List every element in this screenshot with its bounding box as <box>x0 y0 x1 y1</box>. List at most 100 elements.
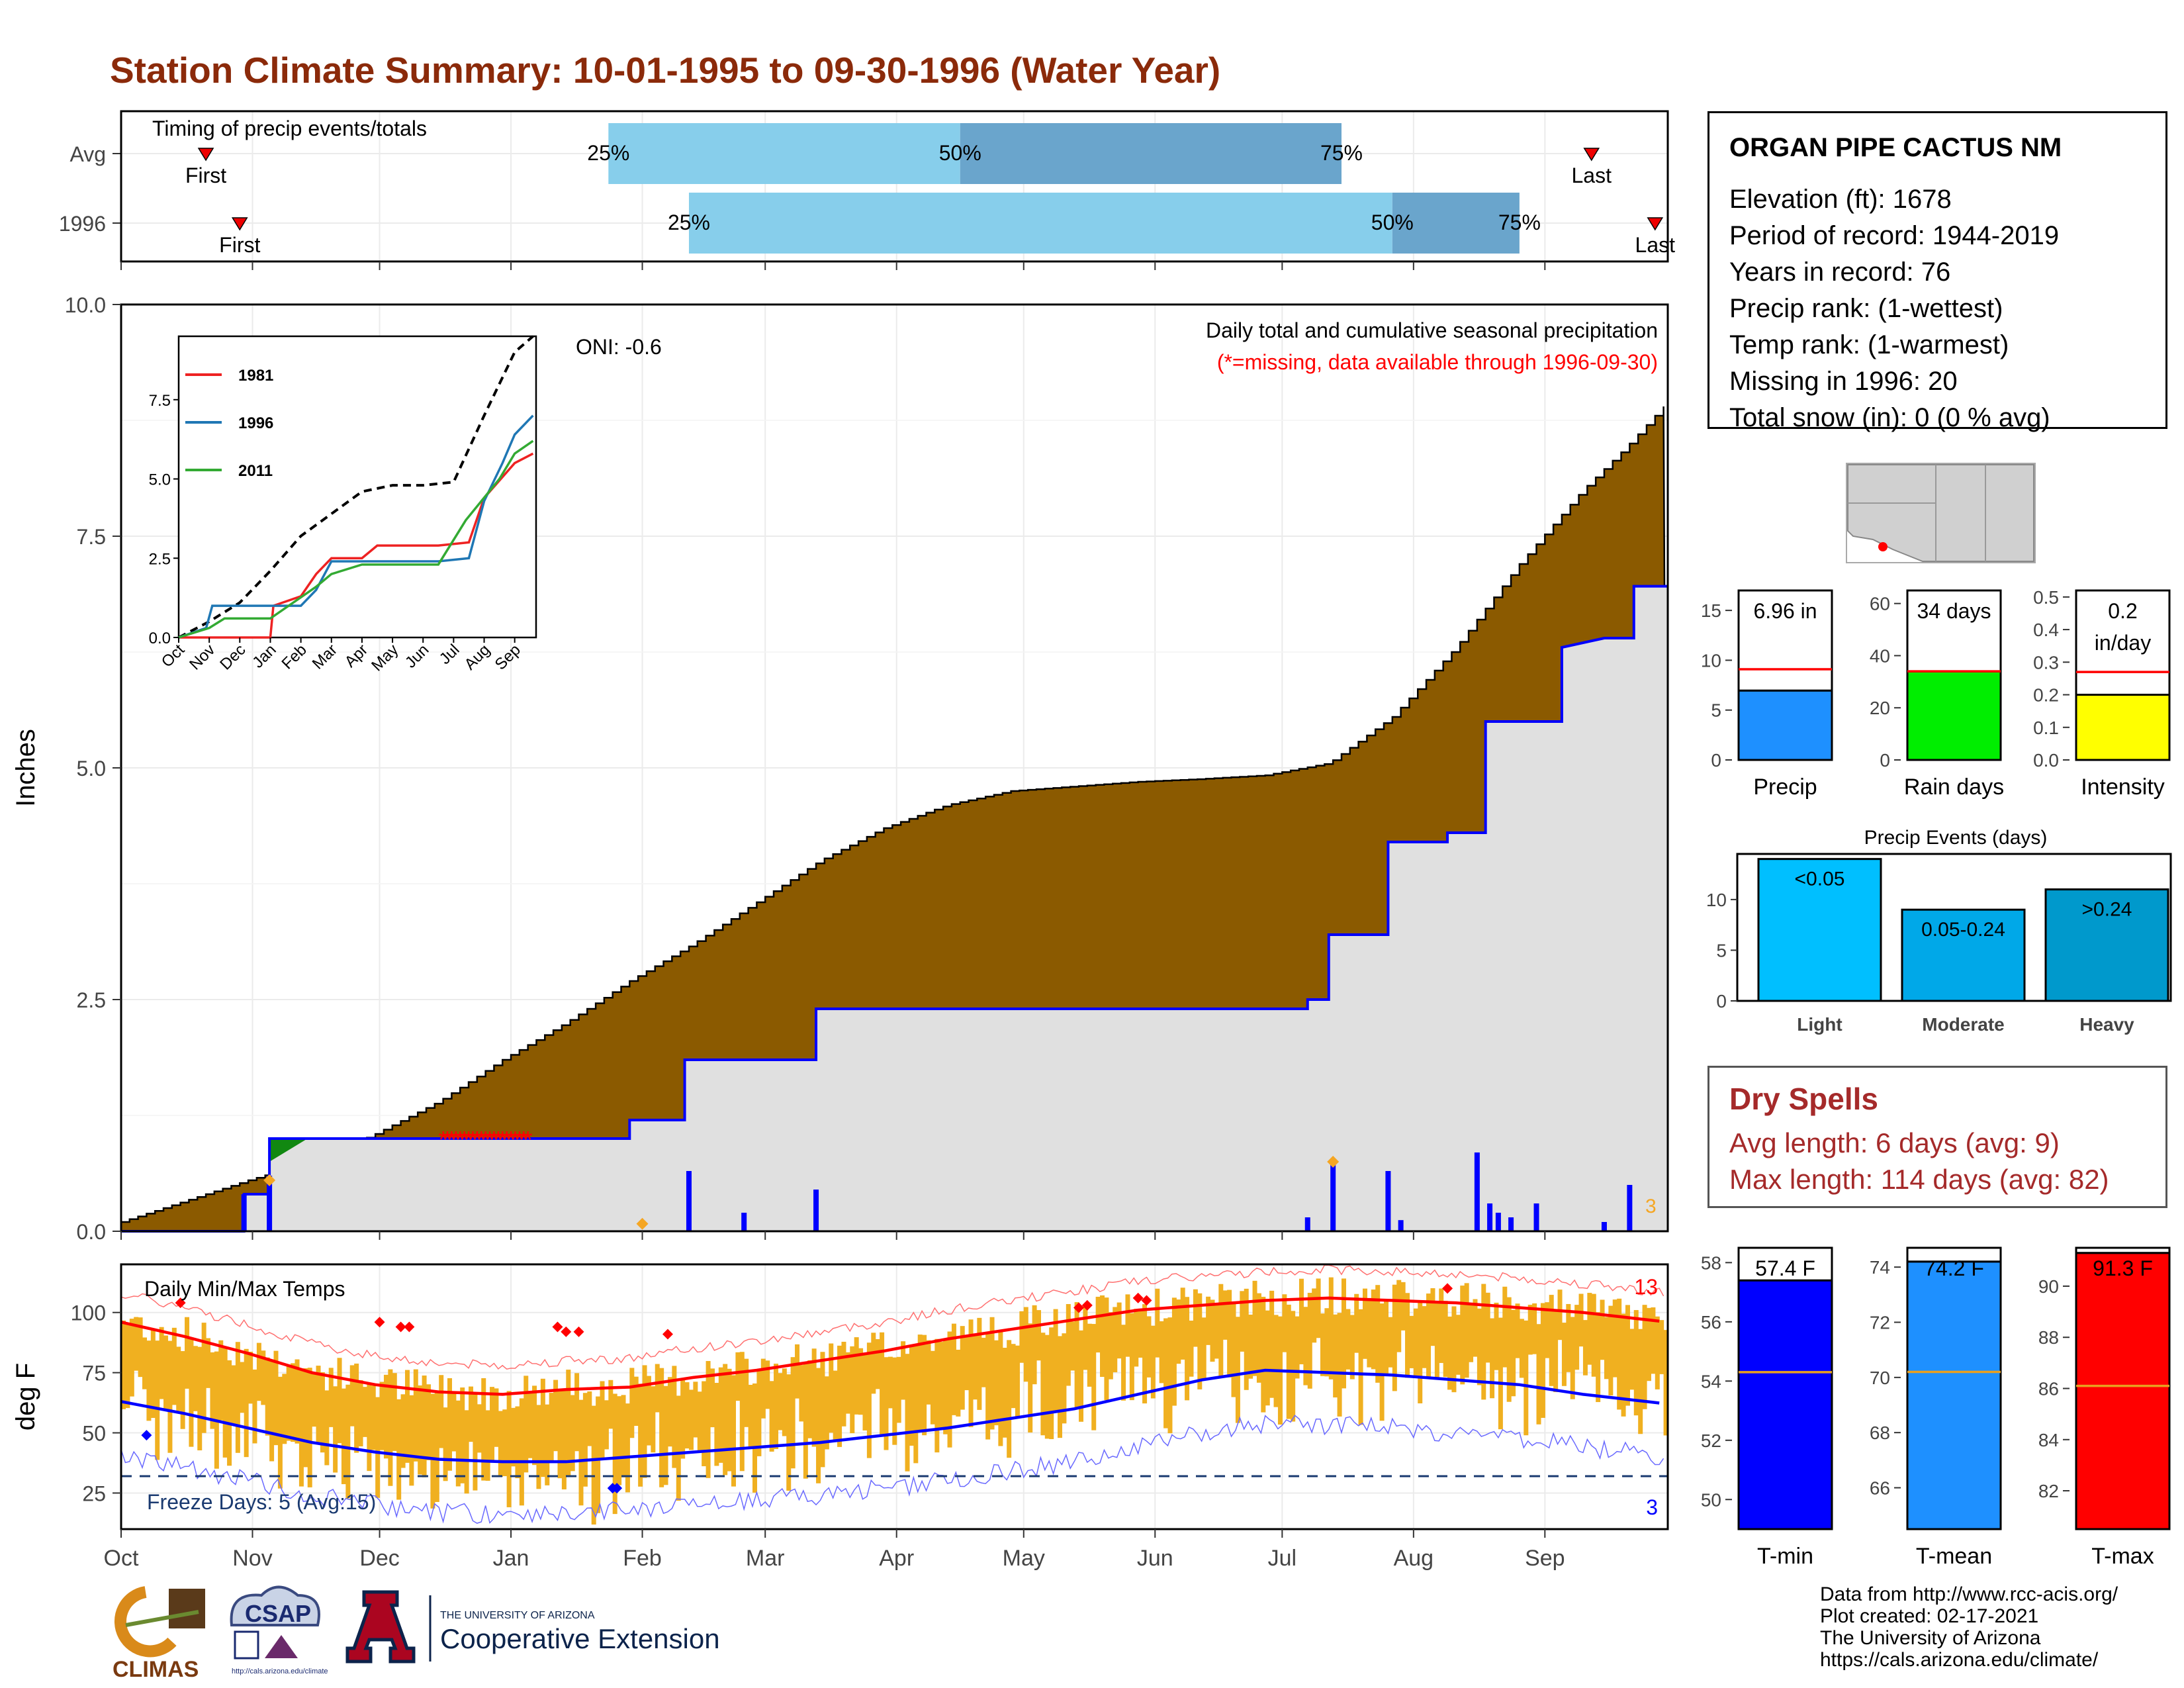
summary-axis-label: T-min <box>1757 1544 1813 1569</box>
daily-temp-bar <box>1066 1303 1071 1386</box>
precip-header-label: Daily total and cumulative seasonal prec… <box>1206 318 1658 342</box>
daily-temp-bar <box>909 1345 914 1446</box>
daily-temp-bar <box>1261 1297 1266 1413</box>
daily-temp-bar <box>596 1396 601 1513</box>
daily-temp-bar <box>307 1368 312 1487</box>
ua-small-text: THE UNIVERSITY OF ARIZONA <box>440 1610 595 1621</box>
missing-day-marker: * <box>468 1126 477 1153</box>
record-high-count: 13 <box>1634 1275 1658 1299</box>
summary-bar-intensity <box>2075 694 2171 761</box>
temp-y-axis-label: deg F <box>11 1363 40 1430</box>
month-tick-label: Dec <box>359 1546 399 1571</box>
daily-temp-bar <box>1430 1288 1435 1346</box>
daily-temp-bar <box>532 1385 537 1466</box>
daily-temp-bar <box>782 1368 787 1436</box>
daily-temp-bar <box>277 1376 283 1489</box>
daily-temp-bar <box>778 1373 783 1430</box>
timing-p50-label: 50% <box>939 141 981 165</box>
daily-temp-bar <box>760 1358 766 1419</box>
daily-temp-bar <box>1058 1336 1063 1438</box>
daily-temp-bar <box>1036 1310 1041 1361</box>
daily-temp-bar <box>447 1378 453 1471</box>
daily-temp-bar <box>269 1360 275 1462</box>
daily-temp-bar <box>1240 1291 1245 1352</box>
daily-temp-bar <box>1044 1335 1050 1439</box>
record-high-marker <box>1141 1295 1152 1306</box>
daily-temp-bar <box>1337 1313 1342 1417</box>
daily-temp-bar <box>697 1391 702 1452</box>
daily-precip-bar <box>1533 1203 1539 1231</box>
daily-temp-bar <box>774 1364 779 1450</box>
daily-temp-bar <box>638 1383 643 1487</box>
daily-temp-bar <box>383 1374 388 1459</box>
summary-y-tick-label: 0.2 <box>2033 685 2059 706</box>
daily-temp-bar <box>672 1366 677 1468</box>
daily-temp-bar <box>1185 1297 1190 1401</box>
summary-bar-precip <box>1737 689 1833 761</box>
missing-day-marker: * <box>506 1126 516 1153</box>
summary-axis-label: Intensity <box>2081 774 2165 800</box>
summary-y-tick-label: 72 <box>1870 1313 1890 1333</box>
daily-temp-bar <box>1053 1309 1058 1411</box>
daily-temp-bar <box>1007 1340 1012 1458</box>
csap-logo: CSAP http://cals.arizona.edu/climate <box>230 1585 328 1675</box>
events-category-label: Moderate <box>1922 1014 2004 1035</box>
missing-day-marker: * <box>510 1126 520 1153</box>
daily-temp-bar <box>392 1373 397 1451</box>
daily-temp-bar <box>1519 1319 1524 1378</box>
daily-temp-bar <box>587 1391 592 1446</box>
daily-temp-bar <box>349 1365 355 1427</box>
daily-temp-bar <box>553 1380 559 1452</box>
daily-temp-bar <box>625 1403 630 1493</box>
daily-temp-bar <box>1333 1314 1338 1398</box>
daily-temp-bar <box>1354 1293 1359 1353</box>
daily-temp-bar <box>1574 1305 1580 1370</box>
daily-temp-bar <box>1091 1324 1097 1430</box>
daily-temp-bar <box>1167 1317 1173 1434</box>
daily-temp-bar <box>629 1368 635 1438</box>
daily-temp-bar <box>1079 1330 1084 1422</box>
daily-temp-bar <box>790 1357 796 1469</box>
location-map-land <box>1847 464 2034 562</box>
daily-temp-bar <box>1363 1288 1368 1359</box>
daily-temp-bar <box>1434 1302 1439 1380</box>
summary-y-tick-label: 86 <box>2038 1379 2059 1399</box>
credit-line: Data from http://www.rcc-acis.org/ <box>1820 1583 2118 1605</box>
climas-text: CLIMAS <box>113 1657 199 1682</box>
daily-temp-bar <box>617 1396 622 1485</box>
daily-temp-bar <box>709 1368 715 1428</box>
summary-y-tick-label: 0.4 <box>2033 620 2059 640</box>
year-cumulative-area <box>121 586 1668 1231</box>
daily-temp-bar <box>218 1340 224 1421</box>
daily-temp-bar <box>1388 1317 1393 1368</box>
daily-temp-bar <box>1591 1293 1596 1377</box>
daily-temp-bar <box>240 1362 245 1413</box>
daily-temp-bar <box>1062 1333 1067 1424</box>
daily-temp-bar <box>155 1340 160 1460</box>
daily-temp-bar <box>1422 1306 1427 1368</box>
daily-temp-bar <box>1549 1295 1554 1386</box>
month-tick-label: Jun <box>1137 1546 1173 1571</box>
daily-temp-bar <box>252 1369 257 1444</box>
daily-temp-bar <box>887 1356 893 1409</box>
daily-temp-bar <box>1349 1315 1355 1380</box>
daily-temp-bar <box>1511 1309 1516 1397</box>
daily-temp-bar <box>206 1338 211 1388</box>
summary-y-tick-label: 74 <box>1870 1257 1890 1278</box>
daily-temp-bar <box>1134 1309 1139 1367</box>
timing-last-label: Last <box>1635 233 1676 257</box>
events-category-label: Heavy <box>2079 1014 2134 1035</box>
daily-temp-bar <box>1439 1288 1444 1364</box>
daily-temp-bar <box>880 1332 885 1435</box>
events-y-tick-label: 0 <box>1716 991 1727 1011</box>
timing-bar-q3 <box>1392 193 1520 254</box>
daily-temp-bar <box>303 1368 308 1468</box>
daily-temp-bar <box>473 1393 478 1491</box>
daily-temp-bar <box>477 1404 482 1453</box>
daily-temp-bar <box>1171 1297 1177 1406</box>
daily-temp-bar <box>1447 1316 1453 1390</box>
daily-temp-bar <box>244 1348 249 1458</box>
daily-precip-bar <box>267 1176 273 1231</box>
timing-frame <box>120 110 1669 263</box>
daily-temp-bar <box>570 1395 575 1472</box>
